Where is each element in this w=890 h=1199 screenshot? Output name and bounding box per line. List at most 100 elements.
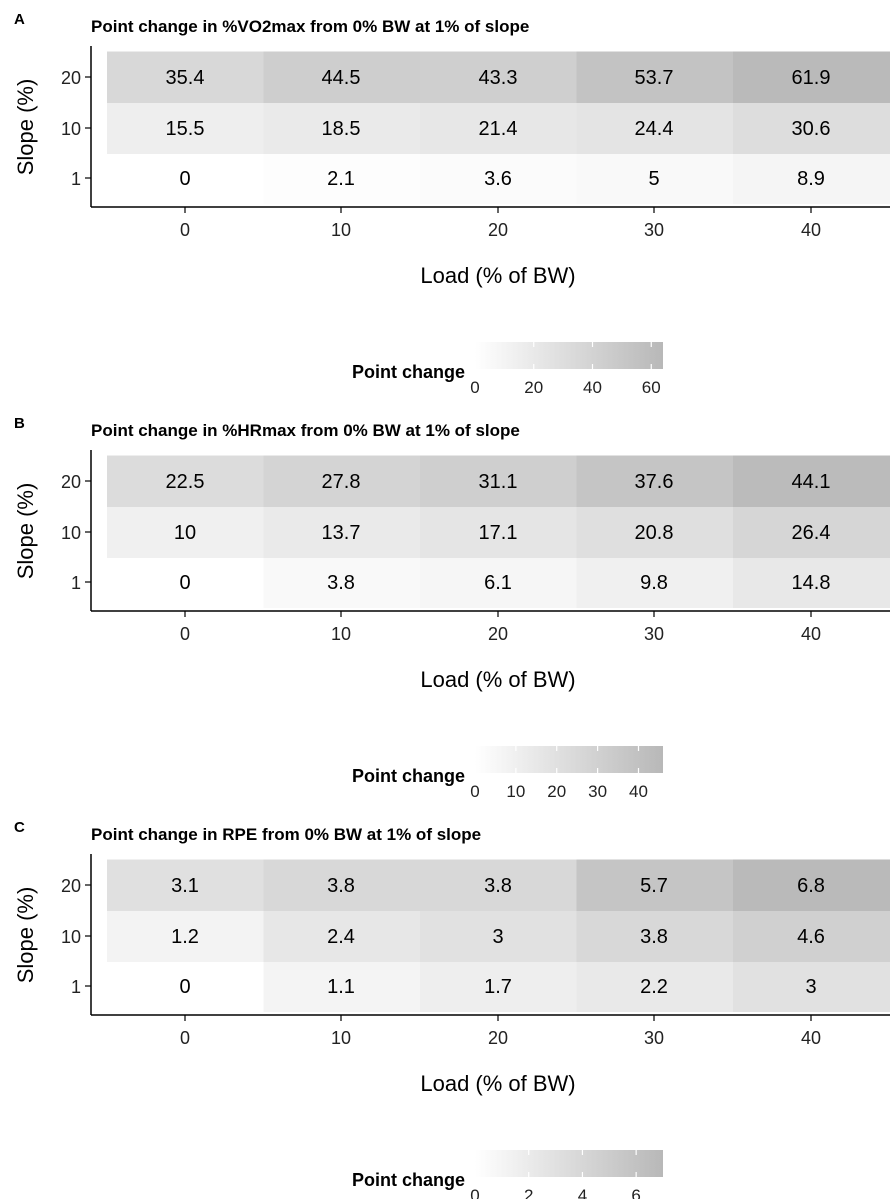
x-tick-label: 20 bbox=[488, 624, 508, 644]
x-tick-label: 0 bbox=[180, 1028, 190, 1048]
panel-b: B Point change in %HRmax from 0% BW at 1%… bbox=[13, 415, 890, 801]
cell-value-label: 0 bbox=[179, 976, 190, 998]
legend-tick-label: 4 bbox=[578, 1186, 587, 1199]
legend-colorbar bbox=[475, 342, 663, 369]
heatmap-cell bbox=[107, 960, 264, 1012]
cell-value-label: 24.4 bbox=[635, 118, 674, 140]
panel-letter: A bbox=[14, 11, 25, 28]
cell-value-label: 2.2 bbox=[640, 976, 668, 998]
heatmap-cell bbox=[733, 859, 890, 911]
legend-tick-label: 60 bbox=[642, 378, 661, 397]
cell-value-label: 18.5 bbox=[322, 118, 361, 140]
panel-c: C Point change in RPE from 0% BW at 1% of… bbox=[13, 819, 890, 1199]
heatmap-cell bbox=[107, 910, 264, 962]
heatmap-cell bbox=[420, 152, 577, 204]
heatmap-cell bbox=[576, 960, 734, 1012]
legend-tick-label: 0 bbox=[470, 378, 479, 397]
cell-value-label: 10 bbox=[174, 522, 196, 544]
y-tick-label: 1 bbox=[71, 169, 81, 189]
x-axis-title: Load (% of BW) bbox=[420, 667, 575, 692]
x-tick-label: 10 bbox=[331, 1028, 351, 1048]
panel-title: Point change in %VO2max from 0% BW at 1%… bbox=[91, 17, 529, 36]
heatmap-cell bbox=[107, 506, 264, 558]
heatmap-cell bbox=[263, 102, 421, 154]
cell-value-label: 17.1 bbox=[479, 522, 518, 544]
x-tick-label: 40 bbox=[801, 220, 821, 240]
x-tick-label: 0 bbox=[180, 220, 190, 240]
cell-value-label: 61.9 bbox=[792, 67, 831, 89]
heatmap-cell bbox=[107, 455, 264, 507]
cell-value-label: 21.4 bbox=[479, 118, 518, 140]
legend-tick-label: 0 bbox=[470, 1186, 479, 1199]
y-axis-title: Slope (%) bbox=[13, 79, 38, 176]
heatmap-cell bbox=[576, 859, 734, 911]
legend-tick-label: 30 bbox=[588, 782, 607, 801]
cell-value-label: 6.8 bbox=[797, 875, 825, 897]
heatmap-cell bbox=[576, 102, 734, 154]
y-tick-label: 20 bbox=[61, 68, 81, 88]
cell-value-label: 2.1 bbox=[327, 168, 355, 190]
heatmap-cell bbox=[263, 960, 421, 1012]
y-tick-label: 10 bbox=[61, 119, 81, 139]
cell-value-label: 1.7 bbox=[484, 976, 512, 998]
heatmap-cell bbox=[576, 51, 734, 103]
cell-value-label: 31.1 bbox=[479, 471, 518, 493]
y-tick-label: 10 bbox=[61, 927, 81, 947]
panel-letter: B bbox=[14, 415, 25, 432]
x-tick-label: 0 bbox=[180, 624, 190, 644]
cell-value-label: 53.7 bbox=[635, 67, 674, 89]
x-tick-label: 40 bbox=[801, 624, 821, 644]
heatmap-cell bbox=[576, 455, 734, 507]
heatmap-cell bbox=[576, 910, 734, 962]
legend-tick-label: 20 bbox=[524, 378, 543, 397]
legend-colorbar bbox=[475, 746, 663, 773]
heatmap-cell bbox=[420, 910, 577, 962]
panel-title: Point change in RPE from 0% BW at 1% of … bbox=[91, 825, 481, 844]
cell-value-label: 3 bbox=[492, 926, 503, 948]
heatmap-cell bbox=[263, 51, 421, 103]
panel-title: Point change in %HRmax from 0% BW at 1% … bbox=[91, 421, 520, 440]
legend-colorbar bbox=[475, 1150, 663, 1177]
cell-value-label: 43.3 bbox=[479, 67, 518, 89]
cell-value-label: 3.1 bbox=[171, 875, 199, 897]
legend-tick-label: 6 bbox=[631, 1186, 640, 1199]
heatmap-cell bbox=[733, 556, 890, 608]
heatmap-cell bbox=[733, 960, 890, 1012]
heatmap-cell bbox=[420, 102, 577, 154]
x-tick-label: 10 bbox=[331, 624, 351, 644]
cell-value-label: 1.1 bbox=[327, 976, 355, 998]
heatmap-cell bbox=[733, 506, 890, 558]
heatmap-cell bbox=[733, 51, 890, 103]
x-axis-title: Load (% of BW) bbox=[420, 1071, 575, 1096]
cell-value-label: 20.8 bbox=[635, 522, 674, 544]
cell-value-label: 3.8 bbox=[327, 875, 355, 897]
panel-letter: C bbox=[14, 819, 25, 836]
legend-tick-label: 2 bbox=[524, 1186, 533, 1199]
heatmap-cell bbox=[107, 152, 264, 204]
heatmap-cell bbox=[263, 859, 421, 911]
cell-value-label: 2.4 bbox=[327, 926, 355, 948]
heatmap-cell bbox=[420, 506, 577, 558]
cell-value-label: 3.6 bbox=[484, 168, 512, 190]
x-tick-label: 20 bbox=[488, 1028, 508, 1048]
cell-value-label: 5 bbox=[648, 168, 659, 190]
cell-value-label: 5.7 bbox=[640, 875, 668, 897]
heatmap-cell bbox=[733, 455, 890, 507]
cell-value-label: 15.5 bbox=[166, 118, 205, 140]
cell-value-label: 37.6 bbox=[635, 471, 674, 493]
legend-tick-label: 10 bbox=[506, 782, 525, 801]
heatmap-cell bbox=[263, 455, 421, 507]
heatmap-cell bbox=[420, 859, 577, 911]
x-axis-title: Load (% of BW) bbox=[420, 263, 575, 288]
heatmap-cell bbox=[733, 102, 890, 154]
y-axis-title: Slope (%) bbox=[13, 483, 38, 580]
cell-value-label: 3.8 bbox=[484, 875, 512, 897]
heatmap-cell bbox=[576, 152, 734, 204]
cell-value-label: 13.7 bbox=[322, 522, 361, 544]
legend-tick-label: 40 bbox=[583, 378, 602, 397]
cell-value-label: 9.8 bbox=[640, 572, 668, 594]
x-tick-label: 30 bbox=[644, 1028, 664, 1048]
heatmap-cell bbox=[107, 859, 264, 911]
cell-value-label: 0 bbox=[179, 572, 190, 594]
